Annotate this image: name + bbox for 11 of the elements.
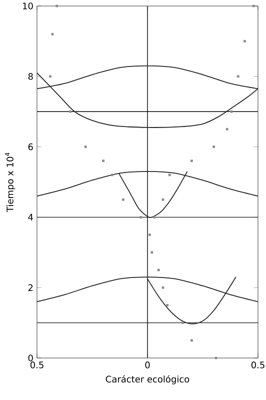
y-tick-label: 10 <box>23 2 33 10</box>
y-tick-label: 0 <box>28 354 33 362</box>
y-tick-label: 6 <box>28 143 33 150</box>
x-tick-label: 0 <box>145 362 150 368</box>
y-tick-label: 4 <box>28 214 33 220</box>
y-tick-label: 8 <box>28 72 33 80</box>
y-axis-title: Tiempo x 10$^{4}$ <box>5 152 16 212</box>
x-tick-label: 0.5 <box>251 362 264 368</box>
x-tick-label: 0.5 <box>30 362 44 368</box>
x-axis-title: Carácter ecológico <box>106 375 190 384</box>
y-tick-label: 2 <box>28 284 33 291</box>
